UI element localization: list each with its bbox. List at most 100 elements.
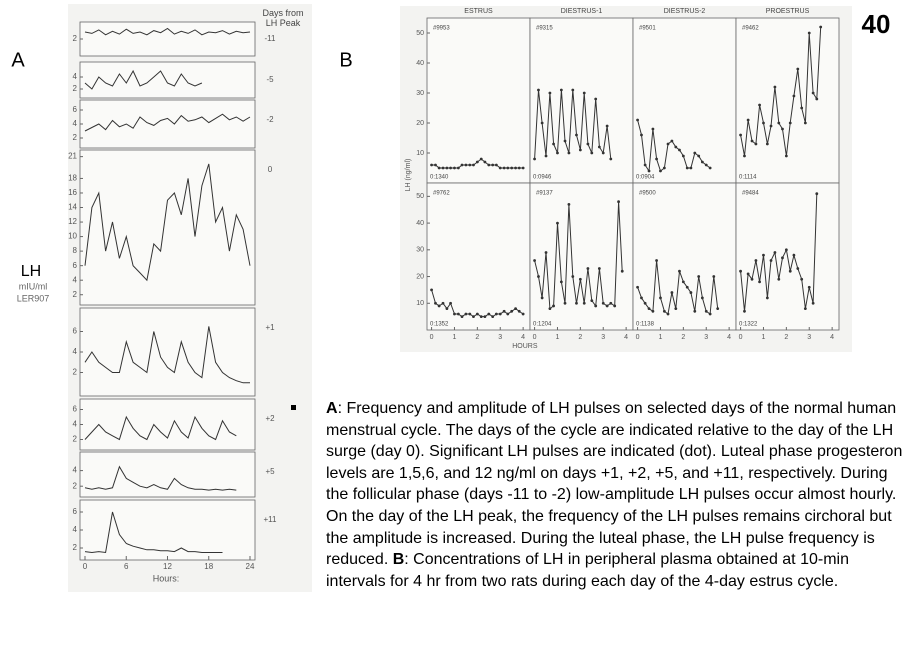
data-point: [552, 304, 555, 308]
data-point: [437, 166, 441, 170]
x-axis-label: HOURS: [512, 343, 538, 350]
data-point: [597, 267, 601, 270]
data-point: [765, 296, 769, 300]
data-point: [670, 139, 674, 143]
data-point: [685, 166, 689, 170]
x-tick-label: 4: [521, 334, 525, 341]
x-tick-label: 3: [704, 334, 708, 341]
data-point: [506, 166, 510, 170]
x-tick-label: 18: [204, 562, 213, 571]
column-title: DIESTRUS-2: [664, 8, 706, 15]
data-point: [533, 259, 536, 262]
data-point: [659, 296, 662, 300]
data-point: [800, 106, 804, 110]
data-point: [441, 301, 445, 305]
y-tick-label: 10: [416, 150, 424, 157]
data-point: [586, 142, 590, 146]
data-line: [84, 415, 237, 441]
data-point: [704, 163, 708, 167]
x-tick-label: 3: [601, 334, 605, 341]
y-tick-label: 10: [416, 300, 424, 307]
data-point: [716, 307, 720, 311]
data-point: [689, 291, 693, 294]
y-tick-label: 4: [73, 347, 78, 356]
y-tick-label: 2: [73, 543, 78, 552]
data-point: [445, 307, 449, 311]
animal-id: #9953: [433, 26, 450, 32]
data-point: [659, 169, 662, 173]
y-tick-label: 50: [416, 30, 424, 37]
data-point: [811, 91, 815, 95]
data-line: [84, 27, 251, 36]
data-point: [521, 312, 525, 316]
data-point: [594, 304, 598, 308]
data-point: [464, 163, 468, 167]
data-point: [647, 307, 651, 311]
data-point: [449, 301, 452, 305]
x-tick-label: 0: [533, 334, 537, 341]
data-point: [468, 312, 472, 316]
data-point: [700, 160, 704, 164]
data-point: [449, 166, 452, 170]
data-point: [792, 94, 796, 98]
day-label: 0: [268, 165, 273, 174]
data-point: [784, 248, 788, 252]
y-tick-label: 30: [416, 90, 424, 97]
data-point: [548, 307, 552, 311]
column-title: PROESTRUS: [766, 8, 810, 15]
data-point: [697, 154, 701, 158]
data-point: [617, 200, 620, 204]
data-point: [571, 88, 575, 92]
data-point: [567, 202, 571, 206]
data-point: [590, 299, 594, 302]
data-point: [781, 127, 784, 131]
data-point: [487, 312, 491, 316]
data-point: [708, 312, 712, 316]
data-point: [460, 315, 464, 319]
x-tick-label: 1: [659, 334, 663, 341]
caption-text: A: [326, 400, 338, 417]
data-point: [578, 148, 582, 152]
data-line: [84, 326, 250, 384]
x-tick-label: 6: [124, 562, 129, 571]
y-tick-label: 6: [73, 105, 78, 114]
data-point: [636, 118, 639, 122]
data-point: [807, 31, 811, 35]
day-label: +1: [265, 323, 275, 332]
y-tick-label: 14: [68, 203, 77, 212]
data-point: [681, 154, 685, 158]
data-point: [762, 121, 765, 125]
data-point: [437, 304, 441, 308]
data-point: [636, 285, 639, 289]
data-point: [662, 309, 666, 313]
x-tick-label: 4: [727, 334, 731, 341]
start-time: 0:1352: [430, 322, 449, 328]
data-point: [434, 163, 437, 167]
data-point: [678, 269, 681, 273]
data-point: [559, 280, 563, 284]
y-tick-label: 4: [73, 275, 78, 284]
data-point: [620, 269, 624, 273]
data-point: [517, 309, 521, 313]
data-point: [514, 307, 517, 311]
day-label: -2: [266, 115, 274, 124]
animal-id: #9500: [639, 191, 656, 197]
data-point: [548, 91, 552, 95]
y-tick-label: 2: [73, 34, 78, 43]
data-point: [674, 307, 678, 311]
data-point: [746, 118, 750, 122]
data-point: [582, 301, 586, 305]
data-point: [502, 309, 506, 313]
data-point: [494, 163, 498, 167]
y-tick-label: 2: [73, 368, 78, 377]
data-point: [578, 277, 582, 281]
panel-frame: [79, 21, 256, 57]
data-point: [563, 301, 567, 305]
data-point: [643, 163, 647, 167]
data-point: [487, 163, 491, 167]
slide-number: 40: [862, 9, 891, 39]
y-tick-label: 20: [416, 120, 424, 127]
data-point: [514, 166, 517, 170]
data-point: [563, 139, 567, 143]
